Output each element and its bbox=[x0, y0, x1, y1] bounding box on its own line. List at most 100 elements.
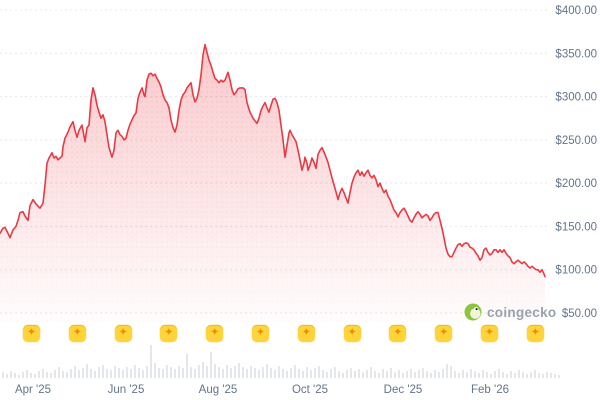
volume-bar bbox=[102, 365, 104, 378]
volume-bar bbox=[258, 370, 260, 378]
volume-bar bbox=[30, 373, 32, 378]
sparkle-star-badge[interactable]: ✦ bbox=[526, 325, 544, 342]
volume-bar bbox=[338, 371, 340, 378]
sparkle-star-icon: ✦ bbox=[347, 326, 357, 339]
sparkle-star-badge[interactable]: ✦ bbox=[206, 325, 224, 342]
volume-bar bbox=[330, 369, 332, 378]
volume-bar bbox=[382, 369, 384, 378]
volume-bar bbox=[294, 365, 296, 378]
volume-bar bbox=[18, 375, 20, 378]
x-tick-label: Jun '25 bbox=[108, 384, 145, 396]
volume-bar bbox=[234, 366, 236, 378]
volume-bar bbox=[174, 369, 176, 378]
sparkle-star-badge[interactable]: ✦ bbox=[435, 325, 453, 342]
volume-bar bbox=[138, 368, 140, 378]
volume-bar bbox=[206, 366, 208, 378]
sparkle-star-badge[interactable]: ✦ bbox=[343, 325, 361, 342]
volume-bar bbox=[470, 369, 472, 378]
volume-bar bbox=[366, 370, 368, 378]
volume-bar bbox=[74, 366, 76, 378]
sparkle-star-badge[interactable]: ✦ bbox=[68, 325, 86, 342]
sparkle-star-badge[interactable]: ✦ bbox=[114, 325, 132, 342]
volume-bar bbox=[166, 365, 168, 378]
volume-bar bbox=[94, 371, 96, 378]
sparkle-star-icon: ✦ bbox=[530, 326, 540, 339]
volume-bar bbox=[410, 369, 412, 378]
volume-bar bbox=[130, 369, 132, 378]
sparkle-star-icon: ✦ bbox=[72, 326, 82, 339]
volume-bar bbox=[218, 367, 220, 378]
volume-bar bbox=[342, 373, 344, 378]
volume-bar bbox=[178, 366, 180, 378]
volume-bar bbox=[490, 374, 492, 378]
volume-bar bbox=[378, 373, 380, 378]
volume-bar bbox=[210, 352, 212, 378]
volume-bar bbox=[510, 371, 512, 378]
volume-bar bbox=[242, 367, 244, 378]
volume-bar bbox=[282, 369, 284, 378]
volume-bar bbox=[42, 369, 44, 378]
volume-bar bbox=[310, 370, 312, 378]
sparkle-star-icon: ✦ bbox=[210, 326, 220, 339]
volume-bar bbox=[374, 371, 376, 378]
sparkle-star-badge[interactable]: ✦ bbox=[389, 325, 407, 342]
volume-bar bbox=[106, 369, 108, 378]
volume-bar bbox=[274, 370, 276, 378]
volume-bar bbox=[262, 367, 264, 378]
sparkle-star-icon: ✦ bbox=[26, 326, 37, 339]
volume-bar bbox=[522, 372, 524, 378]
volume-bar bbox=[406, 371, 408, 378]
volume-bar bbox=[426, 371, 428, 378]
volume-bar bbox=[430, 373, 432, 378]
x-tick-label: Feb '26 bbox=[471, 384, 509, 396]
volume-bar bbox=[350, 368, 352, 378]
volume-bar bbox=[122, 370, 124, 378]
volume-bar bbox=[62, 371, 64, 378]
volume-bar bbox=[54, 370, 56, 378]
y-tick-label: $350.00 bbox=[555, 48, 597, 60]
volume-bar bbox=[38, 371, 40, 378]
volume-bar bbox=[458, 373, 460, 378]
volume-bar bbox=[318, 366, 320, 378]
volume-bar bbox=[306, 367, 308, 378]
x-tick-label: Dec '25 bbox=[384, 384, 423, 396]
volume-bar bbox=[486, 372, 488, 378]
sparkle-star-badge[interactable]: ✦ bbox=[297, 325, 315, 342]
volume-bar bbox=[334, 367, 336, 378]
sparkle-star-badge[interactable]: ✦ bbox=[23, 325, 40, 342]
volume-bar bbox=[558, 375, 560, 378]
volume-bar bbox=[246, 369, 248, 378]
volume-bar bbox=[482, 370, 484, 378]
volume-bar bbox=[554, 374, 556, 378]
volume-bar bbox=[270, 368, 272, 378]
volume-bar bbox=[254, 368, 256, 378]
volume-bar bbox=[134, 365, 136, 378]
volume-bar bbox=[98, 367, 100, 378]
volume-bar bbox=[190, 367, 192, 378]
volume-bar bbox=[506, 374, 508, 378]
volume-bar bbox=[222, 369, 224, 378]
volume-bar bbox=[462, 370, 464, 378]
volume-bar bbox=[394, 372, 396, 378]
coingecko-watermark: coingecko bbox=[464, 303, 556, 321]
volume-bar bbox=[418, 370, 420, 378]
volume-bar bbox=[186, 354, 188, 378]
volume-bar bbox=[118, 368, 120, 378]
volume-bar bbox=[514, 373, 516, 378]
sparkle-star-badge[interactable]: ✦ bbox=[481, 325, 498, 342]
volume-bar bbox=[314, 368, 316, 378]
volume-bar bbox=[466, 372, 468, 378]
sparkle-star-badge[interactable]: ✦ bbox=[160, 325, 178, 342]
x-tick-label: Apr '25 bbox=[15, 384, 51, 396]
volume-bar bbox=[534, 370, 536, 378]
sparkle-star-badge[interactable]: ✦ bbox=[252, 325, 269, 342]
volume-bar bbox=[454, 371, 456, 378]
volume-bar bbox=[550, 373, 552, 378]
volume-bar bbox=[26, 370, 28, 378]
volume-bar bbox=[142, 370, 144, 378]
y-tick-label: $100.00 bbox=[555, 265, 597, 277]
volume-bar bbox=[58, 367, 60, 378]
volume-bar bbox=[326, 372, 328, 378]
